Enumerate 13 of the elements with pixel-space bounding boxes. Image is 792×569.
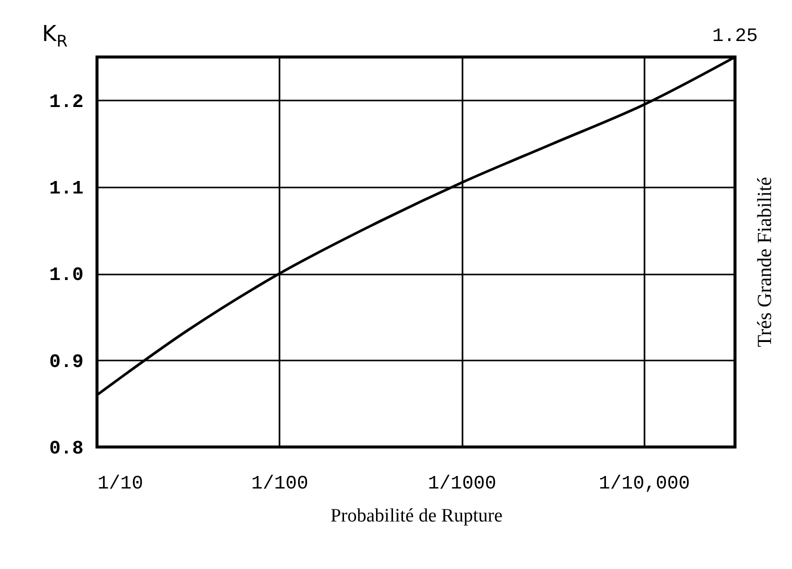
x-tick-label: 1/100 bbox=[251, 472, 308, 494]
x-axis-title: Probabilité de Rupture bbox=[330, 506, 503, 526]
y-tick-label: 1.2 bbox=[49, 90, 84, 113]
y2-axis-title: Trés Grande Fiabilité bbox=[754, 176, 776, 348]
y-tick-label: 1.0 bbox=[49, 264, 84, 286]
x-tick-label: 1/10,000 bbox=[598, 472, 690, 494]
data-label: 1.25 bbox=[712, 25, 758, 47]
y-axis-title: K$_{R}$ bbox=[42, 22, 68, 50]
y-tick-label: 0.9 bbox=[49, 350, 84, 373]
x-tick-label: 1/10 bbox=[98, 472, 144, 494]
x-tick-label: 1/1000 bbox=[428, 472, 496, 494]
y-tick-label: 0.8 bbox=[49, 438, 84, 460]
y-tick-label: 1.1 bbox=[49, 178, 84, 200]
